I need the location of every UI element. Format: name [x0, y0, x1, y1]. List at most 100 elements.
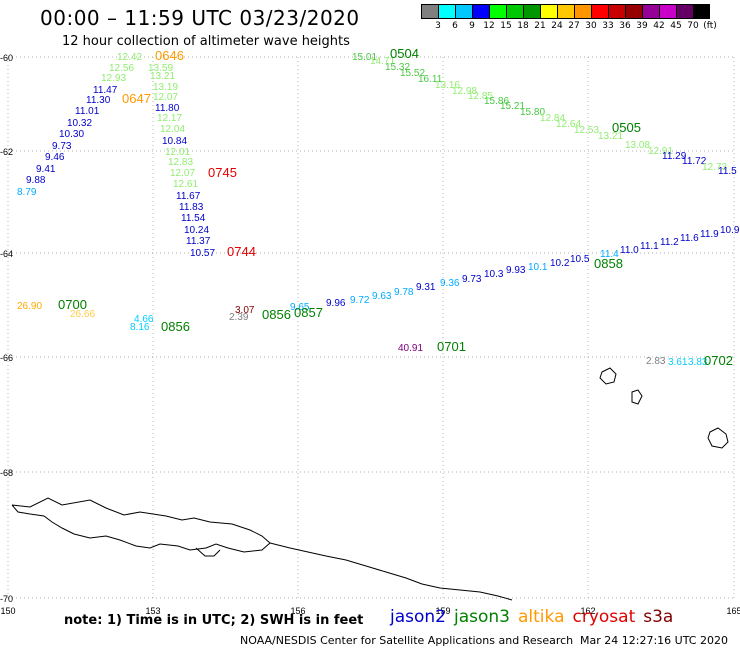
- color-swatch: [472, 4, 489, 19]
- color-scale-label: 9: [469, 21, 475, 31]
- wave-height-reading: 12.91: [648, 146, 673, 157]
- wave-height-reading: 9.41: [36, 164, 56, 175]
- pass-time-label: 0856: [262, 307, 291, 322]
- wave-height-reading: 12.42: [117, 52, 142, 63]
- wave-height-reading: 13.16: [435, 80, 460, 91]
- island-1: [599, 367, 617, 385]
- coastline: [11, 367, 729, 601]
- wave-height-reading: 11.6: [680, 233, 699, 244]
- color-swatch: [608, 4, 625, 19]
- wave-height-reading: 11.67: [176, 191, 201, 202]
- legend-jason2: jason2: [390, 607, 446, 627]
- color-scale-label: (ft): [703, 21, 717, 31]
- wave-height-reading: 26.90: [17, 301, 42, 312]
- wave-height-reading: 10.3: [484, 269, 504, 280]
- wave-height-reading: 9.63: [372, 291, 392, 302]
- wave-height-reading: 3.61: [668, 357, 688, 368]
- wave-height-reading: 9.96: [326, 298, 346, 309]
- wave-height-reading: 11.1: [640, 241, 659, 252]
- wave-height-reading: 11.9: [700, 229, 719, 240]
- pass-time-label: 0856: [161, 319, 190, 334]
- pass-time-label: 0646: [155, 48, 184, 63]
- wave-height-reading: 12.83: [168, 157, 193, 168]
- wave-height-reading: 26.66: [70, 309, 95, 320]
- legend-jason3: jason3: [454, 607, 510, 627]
- wave-height-reading: 13.19: [153, 82, 178, 93]
- track-labels: 12.4212.5612.9311.4711.3011.0110.3210.30…: [17, 46, 740, 368]
- wave-height-reading: 9.72: [350, 295, 370, 306]
- wave-height-reading: 15.52: [400, 68, 425, 79]
- wave-height-reading: 10.9: [720, 225, 740, 236]
- coastline-mainland: [11, 497, 271, 553]
- wave-height-reading: 15.21: [500, 101, 525, 112]
- color-swatch: [540, 4, 557, 19]
- color-scale-label: 33: [602, 21, 614, 31]
- pass-time-label: 0504: [390, 46, 419, 61]
- legend-cryosat: cryosat: [572, 607, 636, 627]
- wave-height-reading: 12.64: [556, 119, 581, 130]
- wave-height-reading: 9.93: [506, 265, 526, 276]
- wave-height-reading: 11.30: [86, 95, 111, 106]
- color-swatch: [421, 4, 438, 19]
- wave-height-reading: 11.47: [93, 85, 118, 96]
- wave-height-reading: 11.0: [620, 245, 639, 256]
- pass-time-label: 0744: [227, 244, 256, 259]
- wave-height-reading: 3.83: [688, 357, 708, 368]
- pass-time-label: 0702: [704, 353, 733, 368]
- pass-time-label: 0857: [294, 305, 323, 320]
- satellite-legend: jason2 jason3 altika cryosat s3a: [390, 607, 681, 627]
- color-swatch: [489, 4, 506, 19]
- wave-height-reading: 12.84: [540, 113, 565, 124]
- color-swatch: [523, 4, 540, 19]
- wave-height-reading: 9.46: [45, 152, 65, 163]
- color-swatch: [676, 4, 693, 19]
- color-scale-label: 45: [670, 21, 682, 31]
- lat-label: -62: [0, 147, 13, 157]
- lon-label: 162: [580, 606, 595, 616]
- pass-time-label: 0701: [437, 339, 466, 354]
- wave-height-reading: 15.80: [520, 107, 545, 118]
- wave-height-reading: 40.91: [398, 343, 423, 354]
- wave-height-reading: 15.86: [484, 96, 509, 107]
- color-scale-label: 15: [500, 21, 512, 31]
- color-scale-label: 39: [636, 21, 648, 31]
- lon-label: 150: [0, 606, 15, 616]
- page-title: 00:00 – 11:59 UTC 03/23/2020: [40, 6, 360, 30]
- lat-label: -64: [0, 249, 13, 259]
- wave-height-reading: 12.07: [170, 168, 195, 179]
- wave-height-reading: 12.01: [165, 147, 190, 158]
- color-scale-label: 18: [517, 21, 529, 31]
- island-3: [707, 427, 729, 449]
- color-scale-label: 24: [551, 21, 563, 31]
- wave-height-reading: 11.37: [186, 236, 211, 247]
- wave-height-reading: 13.21: [150, 71, 175, 82]
- lat-label: -68: [0, 468, 13, 478]
- wave-height-reading: 8.79: [17, 187, 37, 198]
- color-scale-bar: [421, 4, 710, 19]
- wave-height-reading: 9.36: [440, 278, 460, 289]
- wave-height-reading: 10.2: [550, 258, 570, 269]
- wave-height-reading: 9.78: [394, 287, 414, 298]
- wave-height-reading: 10.5: [570, 254, 590, 265]
- wave-height-reading: 12.93: [101, 73, 126, 84]
- pass-time-label: 0858: [594, 256, 623, 271]
- lat-label: -60: [0, 53, 13, 63]
- wave-height-reading: 11.80: [155, 103, 180, 114]
- wave-height-reading: 11.72: [682, 156, 707, 167]
- pass-time-label: 0745: [208, 165, 237, 180]
- wave-height-reading: 8.16: [130, 322, 150, 333]
- generated-timestamp: Mar 24 12:27:16 UTC 2020: [580, 634, 728, 647]
- lat-lon-grid: -60 -62 -64 -66 -68 -70 150 153 156 159 162 165: [0, 53, 740, 616]
- lat-label: -70: [0, 594, 13, 604]
- units-note: note: 1) Time is in UTC; 2) SWH is in fe…: [64, 613, 364, 628]
- wave-height-reading: 12.56: [109, 63, 134, 74]
- wave-height-reading: 9.31: [416, 282, 436, 293]
- legend-altika: altika: [518, 607, 565, 627]
- color-swatch: [455, 4, 472, 19]
- lon-label: 159: [435, 606, 450, 616]
- page-subtitle: 12 hour collection of altimeter wave hei…: [62, 34, 350, 49]
- wave-height-reading: 11.5: [718, 166, 737, 177]
- wave-height-reading: 16.11: [418, 74, 443, 85]
- wave-height-reading: 12.53: [574, 125, 599, 136]
- wave-height-reading: 11.83: [179, 202, 204, 213]
